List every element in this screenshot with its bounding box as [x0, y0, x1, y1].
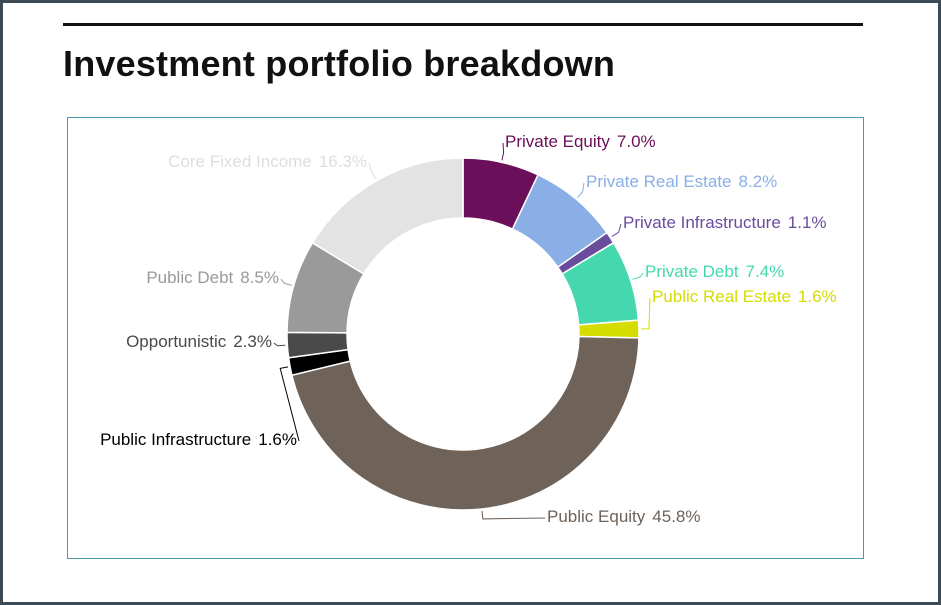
category-name: Private Debt	[645, 262, 739, 281]
segment-label: Private Debt 7.4%	[645, 262, 784, 281]
leader-line	[368, 162, 377, 180]
value-label: 7.0%	[617, 132, 656, 151]
segment-label: Private Real Estate 8.2%	[586, 172, 777, 191]
category-name: Public Debt	[146, 268, 233, 287]
donut-segment	[290, 335, 640, 511]
leader-line	[273, 342, 286, 347]
value-label: 1.6%	[258, 430, 297, 449]
value-label: 1.6%	[798, 287, 837, 306]
category-name: Private Equity	[505, 132, 610, 151]
segment-label: Public Infrastructure 1.6%	[100, 430, 297, 449]
category-name: Public Infrastructure	[100, 430, 251, 449]
donut-segment	[311, 157, 464, 275]
leader-line	[577, 182, 585, 199]
chart: Private Equity 7.0% Private Real Estate 8.2…	[100, 132, 837, 526]
leader-line	[279, 366, 300, 442]
category-name: Private Infrastructure	[623, 213, 781, 232]
value-label: 7.4%	[746, 262, 785, 281]
value-label: 1.1%	[788, 213, 827, 232]
leader-line	[632, 272, 644, 280]
page-title: Investment portfolio breakdown	[63, 43, 616, 84]
value-label: 8.5%	[240, 268, 279, 287]
value-label: 8.2%	[739, 172, 778, 191]
leader-line	[611, 223, 622, 237]
value-label: 45.8%	[652, 507, 700, 526]
leader-line	[280, 278, 292, 286]
segment-label: Public Real Estate 1.6%	[652, 287, 837, 306]
leader-line	[481, 510, 546, 520]
value-label: 16.3%	[319, 152, 367, 171]
category-name: Private Real Estate	[586, 172, 732, 191]
segment-label: Opportunistic 2.3%	[126, 332, 272, 351]
leader-line	[501, 142, 505, 161]
chart-frame	[67, 117, 864, 559]
category-name: Core Fixed Income	[168, 152, 312, 171]
segment-label: Private Equity 7.0%	[505, 132, 656, 151]
category-name: Public Equity	[547, 507, 646, 526]
segment-label: Private Infrastructure 1.1%	[623, 213, 827, 232]
segment-label: Public Debt 8.5%	[146, 268, 279, 287]
segment-label: Core Fixed Income 16.3%	[168, 152, 367, 171]
category-name: Opportunistic	[126, 332, 227, 351]
value-label: 2.3%	[233, 332, 272, 351]
top-rule	[63, 23, 863, 26]
segment-label: Public Equity 45.8%	[547, 507, 700, 526]
leader-line	[640, 297, 651, 330]
category-name: Public Real Estate	[652, 287, 791, 306]
